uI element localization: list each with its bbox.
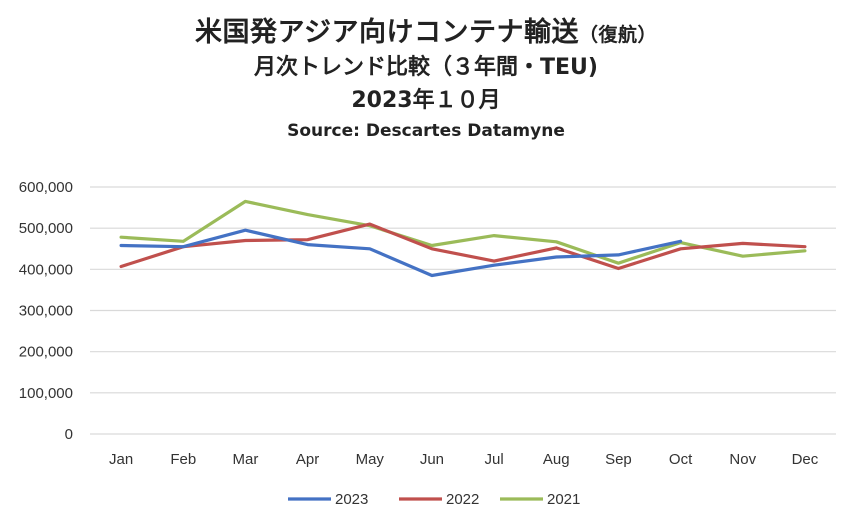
gridlines [90,186,836,435]
chart-titles: 米国発アジア向けコンテナ輸送（復航） 月次トレンド比較（３年間・TEU) 202… [0,0,852,144]
x-tick-label: Jun [420,451,444,468]
x-tick-label: Apr [296,451,319,468]
x-tick-label: Jul [484,451,503,468]
y-tick-label: 300,000 [19,303,73,320]
chart-title: 米国発アジア向けコンテナ輸送（復航） [195,17,657,48]
y-tick-label: 0 [65,426,73,443]
y-tick-label: 200,000 [19,344,73,361]
series-line-2023 [119,228,683,278]
legend: 2023 2022 2021 [288,491,580,508]
y-tick-label: 100,000 [19,385,73,402]
x-tick-label: Nov [729,451,756,468]
y-tick-label: 500,000 [19,220,73,237]
series-lines [119,199,807,278]
x-tick-label: Aug [543,451,570,468]
y-tick-label: 400,000 [19,261,73,278]
chart-source: Source: Descartes Datamyne [287,121,565,141]
x-tick-label: May [356,451,385,468]
x-tick-label: Mar [232,451,258,468]
legend-label-2022: 2022 [446,491,479,508]
x-tick-label: Feb [170,451,196,468]
x-tick-label: Jan [109,451,133,468]
chart-subtitle: 月次トレンド比較（３年間・TEU) [254,55,598,80]
legend-label-2021: 2021 [547,491,580,508]
chart-title-suffix: （復航） [578,24,657,46]
x-tick-label: Dec [792,451,819,468]
chart-date: 2023年１０月 [351,88,501,113]
x-tick-label: Sep [605,451,632,468]
y-axis-ticks: 0 100,000 200,000 300,000 400,000 500,000 600,… [19,179,73,443]
legend-label-2023: 2023 [335,491,368,508]
series-line-2021 [119,199,807,265]
series-line-2022 [119,222,807,271]
x-axis-ticks: Jan Feb Mar Apr May Jun Jul Aug Sep Oct Nov Dec [109,451,819,468]
x-tick-label: Oct [669,451,693,468]
y-tick-label: 600,000 [19,179,73,196]
